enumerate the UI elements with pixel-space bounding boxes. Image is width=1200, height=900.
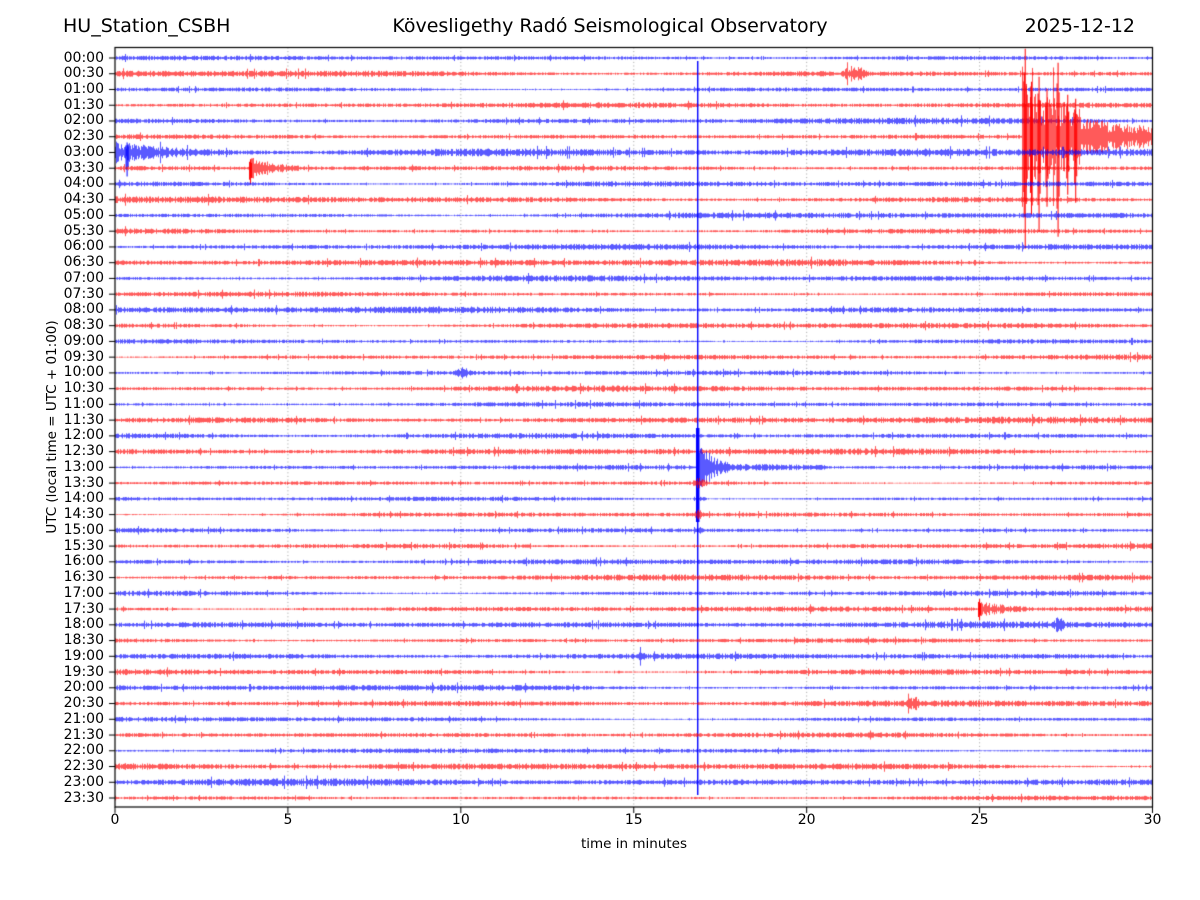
y-tick-label: 01:00 (63, 80, 104, 97)
y-tick-label: 20:00 (63, 679, 104, 696)
y-tick-label: 16:30 (63, 569, 104, 586)
y-tick-label: 08:00 (63, 301, 104, 318)
y-tick-label: 09:00 (63, 332, 104, 349)
y-tick-label: 17:30 (63, 600, 104, 617)
y-tick-label: 21:00 (63, 710, 104, 727)
y-tick-label: 07:00 (63, 269, 104, 286)
y-tick-label: 21:30 (63, 726, 104, 743)
y-tick-label: 02:00 (63, 112, 104, 129)
station-label: HU_Station_CSBH (63, 15, 231, 37)
x-axis-label: time in minutes (580, 836, 688, 852)
y-tick-label: 02:30 (63, 128, 104, 145)
y-tick-label: 04:30 (63, 191, 104, 208)
y-tick-label: 12:30 (63, 443, 104, 460)
x-tick-label: 5 (283, 812, 293, 828)
y-tick-label: 03:00 (63, 143, 104, 160)
y-tick-label: 08:30 (63, 317, 104, 334)
y-tick-label: 22:00 (63, 742, 104, 759)
y-tick-label: 07:30 (63, 285, 104, 302)
y-tick-label: 06:30 (63, 254, 104, 271)
y-tick-label: 18:00 (63, 616, 104, 633)
y-tick-label: 14:30 (63, 506, 104, 523)
y-tick-label: 23:00 (63, 773, 104, 790)
y-tick-label: 00:00 (63, 49, 104, 66)
y-tick-label: 22:30 (63, 758, 104, 775)
y-tick-label: 03:30 (63, 159, 104, 176)
y-tick-label: 16:00 (63, 553, 104, 570)
y-tick-label: 06:00 (63, 238, 104, 255)
x-tick-label: 15 (624, 812, 643, 828)
x-tick-label: 25 (970, 812, 989, 828)
observatory-title: Kövesligethy Radó Seismological Observat… (392, 15, 828, 37)
x-tick-label: 30 (1143, 812, 1162, 828)
y-tick-label: 10:30 (63, 380, 104, 397)
y-tick-label: 18:30 (63, 632, 104, 649)
y-tick-label: 04:00 (63, 175, 104, 192)
y-tick-label: 19:00 (63, 647, 104, 664)
y-tick-label: 11:00 (63, 395, 104, 412)
y-tick-label: 05:30 (63, 222, 104, 239)
y-tick-label: 15:00 (63, 521, 104, 538)
y-tick-label: 01:30 (63, 96, 104, 113)
y-tick-label: 20:30 (63, 695, 104, 712)
date-label: 2025-12-12 (1024, 15, 1135, 37)
y-tick-label: 10:00 (63, 364, 104, 381)
x-tick-label: 0 (110, 812, 120, 828)
y-tick-label: 05:00 (63, 206, 104, 223)
y-tick-label: 15:30 (63, 537, 104, 554)
y-tick-label: 12:00 (63, 427, 104, 444)
y-tick-label: 11:30 (63, 411, 104, 428)
x-tick-label: 20 (797, 812, 816, 828)
y-tick-label: 00:30 (63, 65, 104, 82)
x-tick-label: 10 (451, 812, 470, 828)
y-tick-label: 13:00 (63, 458, 104, 475)
y-tick-label: 14:00 (63, 490, 104, 507)
y-tick-label: 19:30 (63, 663, 104, 680)
y-tick-label: 13:30 (63, 474, 104, 491)
y-tick-label: 09:30 (63, 348, 104, 365)
y-tick-label: 23:30 (63, 789, 104, 806)
y-tick-label: 17:00 (63, 584, 104, 601)
